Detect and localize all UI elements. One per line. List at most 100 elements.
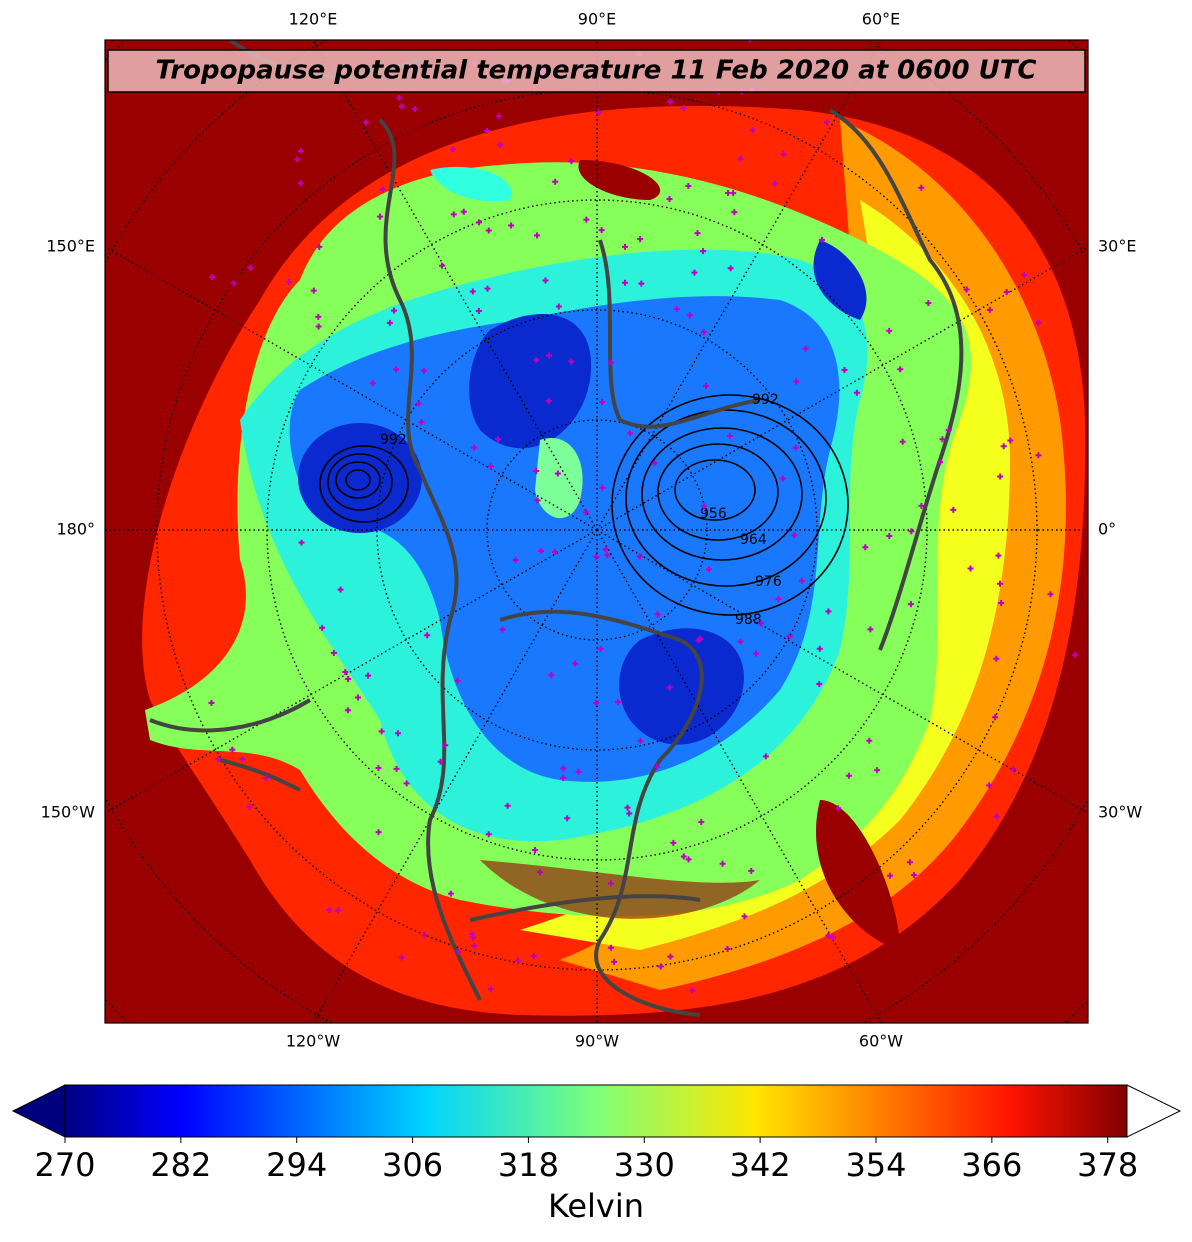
- station: [731, 209, 738, 216]
- station: [538, 548, 545, 555]
- station: [310, 287, 317, 294]
- cyan-region: [430, 166, 512, 202]
- station: [495, 113, 502, 120]
- station: [1007, 437, 1014, 444]
- station: [555, 303, 562, 310]
- station: [886, 532, 893, 539]
- station: [386, 319, 393, 326]
- station: [362, 119, 369, 126]
- station: [1003, 288, 1010, 295]
- station: [546, 352, 553, 359]
- longitude-label: 120°E: [289, 10, 338, 29]
- station: [737, 155, 744, 162]
- longitude-label: 0°: [1098, 520, 1116, 539]
- station: [468, 931, 475, 938]
- station: [297, 147, 304, 154]
- station: [475, 307, 482, 314]
- station: [485, 831, 492, 838]
- station: [522, 30, 528, 36]
- station: [552, 548, 559, 555]
- dark-blue-core: [469, 314, 592, 449]
- station: [454, 677, 461, 684]
- station: [1035, 319, 1042, 326]
- station: [460, 208, 467, 215]
- longitude-label: 60°E: [862, 10, 900, 29]
- contour-label: 992: [752, 392, 779, 408]
- station: [393, 366, 400, 373]
- station: [398, 954, 405, 961]
- station: [824, 119, 831, 126]
- station: [337, 586, 344, 593]
- station: [418, 419, 425, 426]
- station: [719, 860, 726, 867]
- station: [533, 357, 540, 364]
- station: [471, 942, 478, 949]
- colorbar: Kelvin 270 282 294 306 318 330 342 354 366 378: [11, 1084, 1182, 1225]
- station: [499, 626, 506, 633]
- station: [637, 236, 644, 243]
- station: [654, 763, 661, 770]
- station: [484, 128, 491, 135]
- station: [1035, 452, 1042, 459]
- station: [614, 699, 621, 706]
- station: [689, 987, 696, 994]
- station: [691, 269, 698, 276]
- station: [208, 699, 215, 706]
- station: [560, 775, 567, 782]
- station: [685, 856, 692, 863]
- station: [825, 932, 832, 939]
- station: [378, 728, 385, 735]
- station: [602, 546, 609, 553]
- station: [470, 934, 477, 941]
- station: [534, 497, 541, 504]
- station: [996, 580, 1003, 587]
- station: [534, 232, 541, 239]
- station: [508, 222, 515, 229]
- station: [398, 103, 405, 110]
- station: [326, 907, 333, 914]
- station: [315, 313, 322, 320]
- station: [993, 655, 1000, 662]
- green-filament: [535, 438, 583, 519]
- station: [475, 219, 482, 226]
- colorbar-tick-label: 330: [614, 1146, 675, 1184]
- station: [294, 156, 301, 163]
- station: [421, 367, 428, 374]
- colorbar-tick-label: 306: [382, 1146, 443, 1184]
- colorbar-gradient: [64, 1084, 1128, 1138]
- station: [680, 853, 687, 860]
- station: [657, 963, 664, 970]
- station: [753, 650, 760, 657]
- station: [611, 958, 618, 965]
- contour-label: 964: [740, 532, 767, 548]
- colorbar-tick-label: 318: [498, 1146, 559, 1184]
- colorbar-tick-label: 366: [961, 1146, 1022, 1184]
- station: [494, 436, 501, 443]
- longitude-label: 60°W: [859, 1032, 903, 1051]
- station: [568, 158, 575, 165]
- station: [554, 470, 561, 477]
- station: [727, 265, 734, 272]
- station: [937, 459, 944, 466]
- station: [730, 190, 737, 197]
- station: [705, 566, 712, 573]
- station: [439, 262, 445, 269]
- station: [762, 753, 769, 760]
- station: [379, 186, 386, 193]
- station: [698, 819, 705, 826]
- station: [564, 815, 571, 822]
- station: [654, 611, 661, 618]
- station: [345, 676, 352, 683]
- station: [396, 94, 403, 101]
- title: Tropopause potential temperature 11 Feb …: [155, 56, 1036, 86]
- station: [355, 694, 362, 701]
- station: [666, 684, 673, 691]
- station: [925, 300, 932, 307]
- station: [918, 502, 925, 509]
- station: [702, 382, 709, 389]
- station: [583, 216, 590, 223]
- station: [345, 707, 352, 714]
- station: [697, 635, 704, 642]
- station: [593, 699, 600, 706]
